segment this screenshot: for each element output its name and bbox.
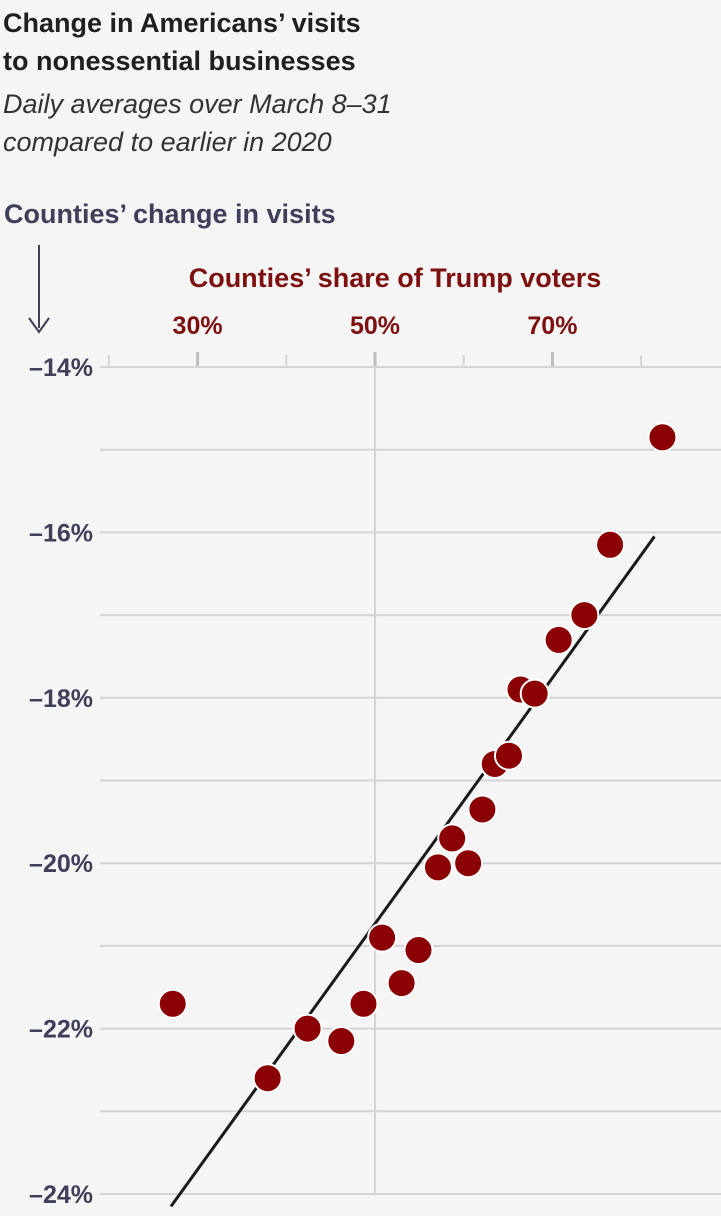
data-point <box>367 922 398 953</box>
down-arrow-icon <box>28 245 50 334</box>
chart-title-line-1: Change in Americans’ visits <box>3 8 361 38</box>
data-point <box>348 988 379 1019</box>
y-tick-label: –14% <box>29 354 93 382</box>
y-tick-label: –18% <box>29 685 93 713</box>
x-axis-labels: 30% 50% 70% <box>173 312 578 340</box>
data-point <box>292 1013 323 1044</box>
y-tick-label: –22% <box>29 1016 93 1044</box>
x-axis-title: Counties’ share of Trump voters <box>189 263 602 293</box>
chart-subtitle-line-2: compared to earlier in 2020 <box>3 127 332 157</box>
data-point <box>157 988 188 1019</box>
chart-subtitle: Daily averages over March 8–31 compared … <box>3 85 603 161</box>
grid-lines <box>100 352 721 1195</box>
x-tick-label: 50% <box>350 312 400 340</box>
x-tick-label: 30% <box>173 312 223 340</box>
data-point <box>519 678 550 709</box>
data-point <box>493 740 524 771</box>
y-tick-label: –20% <box>29 850 93 878</box>
x-axis-ticks <box>107 352 643 366</box>
trend-line <box>169 535 656 1208</box>
data-point <box>326 1026 357 1057</box>
data-point <box>386 968 417 999</box>
y-tick-label: –24% <box>29 1181 93 1209</box>
data-point <box>543 624 574 655</box>
y-axis-title: Counties’ change in visits <box>4 199 336 229</box>
data-point <box>647 422 678 453</box>
data-points <box>157 422 678 1094</box>
chart-title-line-2: to nonessential businesses <box>3 46 356 76</box>
data-point <box>595 529 626 560</box>
data-point <box>467 794 498 825</box>
chart-title: Change in Americans’ visits to nonessent… <box>3 4 603 80</box>
data-point <box>252 1063 283 1094</box>
data-point <box>423 852 454 883</box>
x-tick-label: 70% <box>527 312 577 340</box>
data-point <box>569 600 600 631</box>
data-point <box>453 848 484 879</box>
data-point <box>437 823 468 854</box>
y-axis-labels: –14% –16% –18% –20% –22% –24% <box>29 354 93 1209</box>
y-tick-label: –16% <box>29 519 93 547</box>
data-point <box>403 935 434 966</box>
chart-subtitle-line-1: Daily averages over March 8–31 <box>3 89 392 119</box>
